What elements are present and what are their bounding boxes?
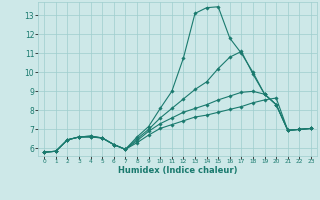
X-axis label: Humidex (Indice chaleur): Humidex (Indice chaleur) [118, 166, 237, 175]
